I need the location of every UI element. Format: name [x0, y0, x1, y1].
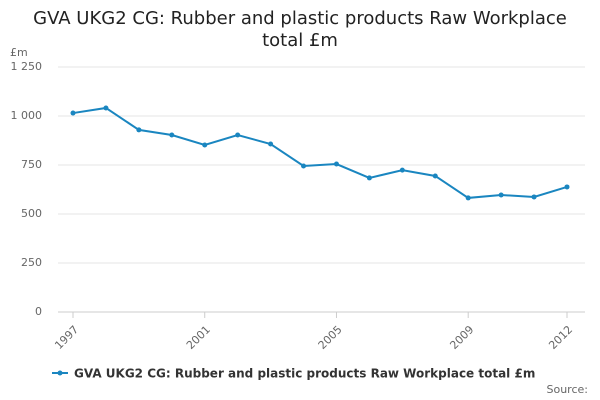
legend-swatch-dot: [57, 370, 63, 376]
point: [70, 110, 76, 116]
legend-label: GVA UKG2 CG: Rubber and plastic products…: [74, 367, 535, 381]
x-tick-label: 2009: [447, 323, 476, 352]
point: [498, 192, 504, 198]
point: [432, 173, 438, 179]
point: [531, 194, 537, 200]
point: [103, 105, 109, 111]
x-tick-label: 2001: [184, 323, 213, 352]
x-tick-label: 2005: [316, 323, 345, 352]
y-tick-label: 1 000: [11, 109, 43, 122]
point: [268, 141, 274, 147]
point: [235, 132, 241, 138]
point: [301, 163, 307, 169]
point: [366, 175, 372, 181]
point: [169, 132, 175, 138]
x-tick-label: 2012: [546, 323, 575, 352]
y-axis-label: £m: [10, 46, 28, 59]
y-tick-label: 1 250: [11, 60, 43, 73]
y-tick-label: 500: [21, 207, 42, 220]
point: [333, 161, 339, 167]
point: [136, 127, 142, 133]
chart-title: GVA UKG2 CG: Rubber and plastic products…: [33, 8, 567, 51]
y-tick-label: 250: [21, 256, 42, 269]
source: Source:: [547, 383, 589, 396]
point: [202, 142, 208, 148]
point: [399, 167, 405, 173]
point: [465, 195, 471, 201]
x-tick-label: 1997: [52, 323, 81, 352]
series-line: [72, 106, 568, 199]
y-tick-label: 0: [35, 305, 42, 318]
y-tick-label: 750: [21, 158, 42, 171]
point: [564, 184, 570, 190]
